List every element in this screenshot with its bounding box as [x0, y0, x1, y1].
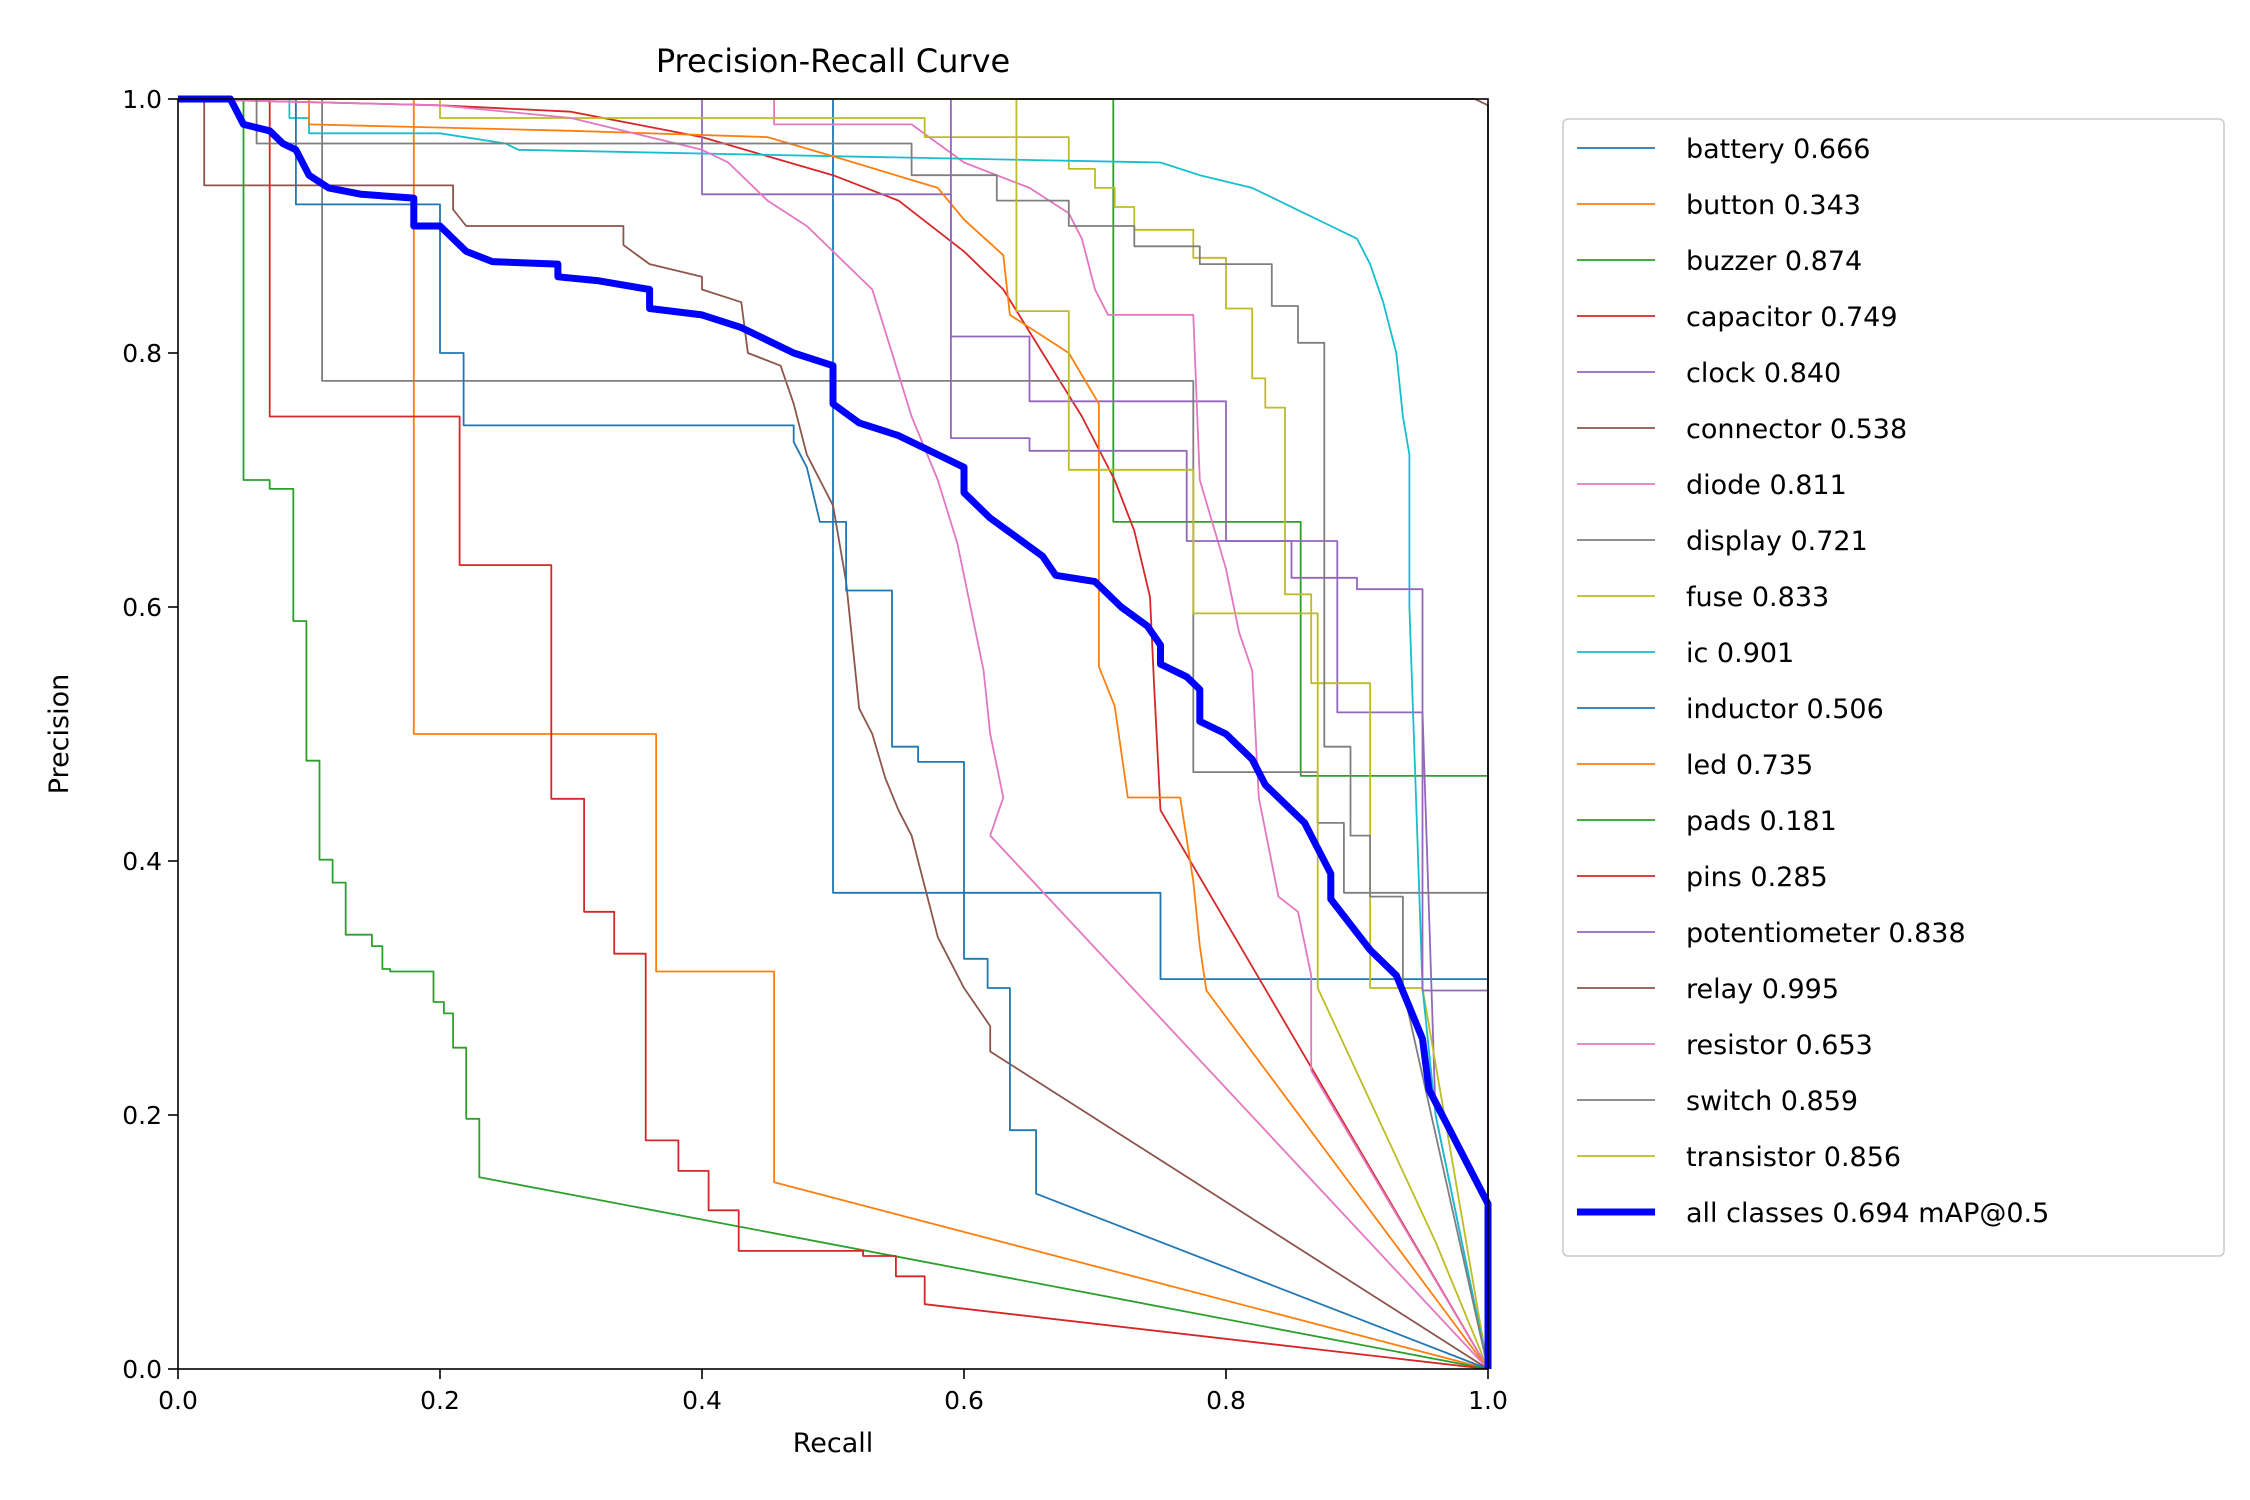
series-layer	[177, 95, 1492, 1370]
chart-title: Precision-Recall Curve	[656, 42, 1010, 80]
legend-label: connector 0.538	[1686, 414, 1907, 445]
legend-label: buzzer 0.874	[1686, 246, 1862, 277]
legend-label: led 0.735	[1686, 750, 1813, 781]
x-tick-label: 0.2	[420, 1386, 460, 1415]
series-line-ic	[178, 98, 1489, 1370]
y-tick-label: 0.4	[122, 847, 162, 876]
legend-label: pads 0.181	[1686, 806, 1837, 837]
series-line-potentiometer	[178, 98, 1489, 1369]
series-line-all	[178, 95, 1492, 1369]
x-tick-label: 0.4	[682, 1386, 722, 1415]
legend-label: inductor 0.506	[1686, 694, 1884, 725]
legend-label: relay 0.995	[1686, 974, 1839, 1005]
legend-label: ic 0.901	[1686, 638, 1794, 669]
legend-label: pins 0.285	[1686, 862, 1828, 893]
legend-label: switch 0.859	[1686, 1086, 1858, 1117]
y-tick-label: 0.0	[122, 1355, 162, 1384]
series-line-inductor	[178, 98, 1489, 1370]
legend-label: battery 0.666	[1686, 134, 1870, 165]
legend-box	[1562, 118, 2225, 1257]
series-line-pins	[178, 98, 1489, 1370]
plot-frame	[177, 98, 1489, 1370]
legend-label: all classes 0.694 mAP@0.5	[1686, 1198, 2049, 1229]
series-line-connector	[178, 98, 1489, 1370]
x-tick-label: 0.8	[1206, 1386, 1246, 1415]
legend-label: resistor 0.653	[1686, 1030, 1873, 1061]
series-line-resistor	[177, 98, 1489, 1370]
series-line-led	[178, 98, 1489, 1370]
y-tick-label: 0.6	[122, 593, 162, 622]
series-line-battery	[178, 98, 1489, 1369]
x-tick-label: 1.0	[1468, 1386, 1508, 1415]
legend-label: fuse 0.833	[1686, 582, 1829, 613]
series-line-pads	[178, 98, 1489, 1370]
legend-label: button 0.343	[1686, 190, 1861, 221]
series-line-clock	[178, 98, 1489, 1370]
x-tick-label: 0.0	[158, 1386, 198, 1415]
x-axis-label: Recall	[793, 1428, 874, 1459]
legend-label: capacitor 0.749	[1686, 302, 1898, 333]
y-axis-label: Precision	[44, 674, 75, 794]
legend-label: potentiometer 0.838	[1686, 918, 1966, 949]
axes-layer: 0.0 0.2 0.4 0.6 0.8 1.0 0.0 0.2 0.4 0.6 0.8 1.0	[122, 85, 1508, 1415]
series-line-fuse	[178, 98, 1489, 1370]
y-tick-label: 1.0	[122, 85, 162, 114]
series-line-capacitor	[177, 98, 1489, 1370]
legend-label: display 0.721	[1686, 526, 1868, 557]
y-tick-label: 0.8	[122, 339, 162, 368]
legend: battery 0.666 button 0.343 buzzer 0.874 cap…	[1562, 118, 2225, 1257]
series-line-transistor	[178, 98, 1489, 1370]
x-tick-label: 0.6	[944, 1386, 984, 1415]
legend-label: transistor 0.856	[1686, 1142, 1901, 1173]
series-line-switch	[178, 98, 1489, 1370]
legend-label: clock 0.840	[1686, 358, 1841, 389]
legend-label: diode 0.811	[1686, 470, 1847, 501]
y-tick-label: 0.2	[122, 1101, 162, 1130]
